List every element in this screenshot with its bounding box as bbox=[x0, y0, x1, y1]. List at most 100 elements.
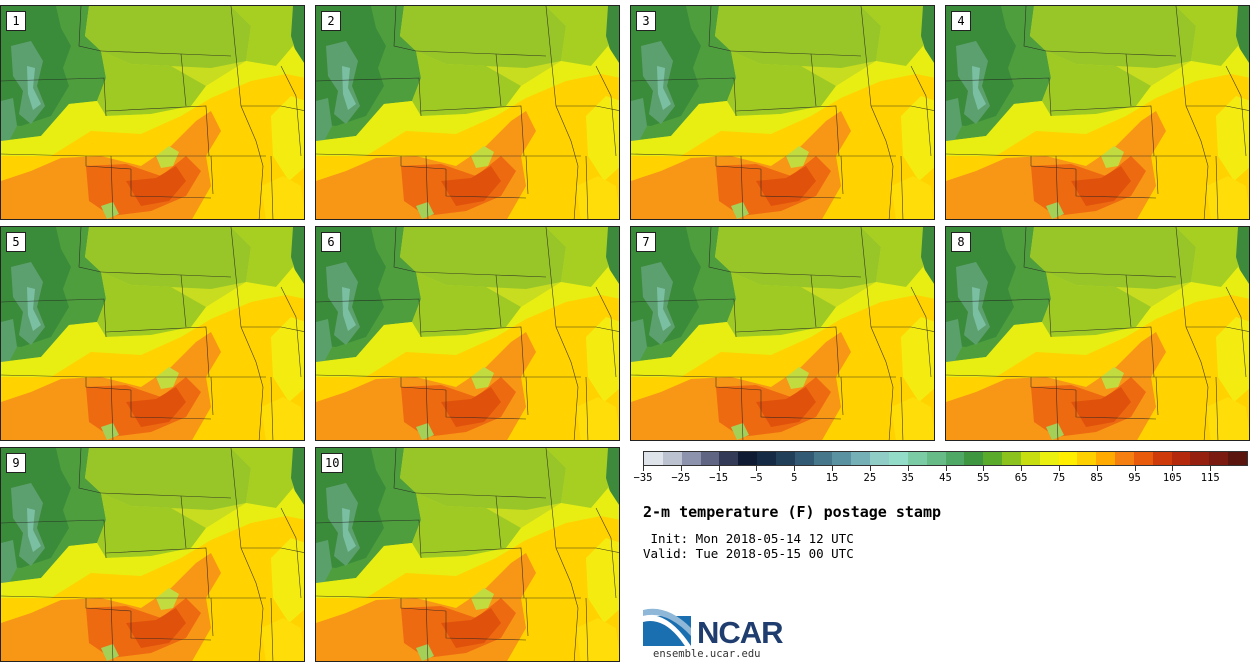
colorbar-swatch bbox=[1058, 452, 1078, 465]
colorbar-swatch bbox=[851, 452, 871, 465]
colorbar-tick-label: 45 bbox=[939, 472, 952, 484]
member-number-label: 3 bbox=[636, 11, 656, 31]
init-time-text: Init: Mon 2018-05-14 12 UTC bbox=[643, 531, 854, 546]
ensemble-member-map-9: 9 bbox=[0, 447, 305, 662]
temperature-map-9 bbox=[1, 448, 305, 662]
colorbar-swatch bbox=[907, 452, 927, 465]
member-number-label: 8 bbox=[951, 232, 971, 252]
ncar-logo-icon bbox=[643, 608, 691, 646]
ensemble-member-map-1: 1 bbox=[0, 5, 305, 220]
ensemble-member-map-8: 8 bbox=[945, 226, 1250, 441]
colorbar-tick bbox=[718, 466, 720, 471]
temperature-map-5 bbox=[1, 227, 305, 441]
colorbar-swatch bbox=[1002, 452, 1021, 465]
colorbar-tick bbox=[945, 466, 947, 471]
website-text: ensemble.ucar.edu bbox=[653, 648, 761, 660]
colorbar-tick-label: 95 bbox=[1128, 472, 1141, 484]
ensemble-member-map-2: 2 bbox=[315, 5, 620, 220]
ensemble-member-map-6: 6 bbox=[315, 226, 620, 441]
colorbar-swatch bbox=[794, 452, 814, 465]
ensemble-member-map-4: 4 bbox=[945, 5, 1250, 220]
colorbar-tick bbox=[643, 466, 644, 471]
chart-title: 2-m temperature (F) postage stamp bbox=[643, 503, 942, 521]
colorbar-swatch bbox=[1228, 452, 1247, 465]
colorbar-tick-label: −5 bbox=[750, 472, 763, 484]
colorbar-swatch bbox=[888, 452, 908, 465]
temperature-colorbar bbox=[643, 451, 1248, 466]
colorbar-tick-label: 75 bbox=[1052, 472, 1066, 484]
colorbar-tick bbox=[1172, 466, 1174, 471]
colorbar-swatch bbox=[775, 452, 795, 465]
temperature-map-7 bbox=[631, 227, 935, 441]
colorbar-tick-label: 55 bbox=[976, 472, 990, 484]
member-number-label: 9 bbox=[6, 453, 26, 473]
colorbar-swatch bbox=[926, 452, 946, 465]
colorbar-swatch bbox=[1133, 452, 1153, 465]
colorbar-swatch bbox=[1077, 452, 1097, 465]
temperature-map-10 bbox=[316, 448, 620, 662]
member-number-label: 6 bbox=[321, 232, 341, 252]
temperature-map-1 bbox=[1, 6, 305, 220]
colorbar-swatch bbox=[1171, 452, 1191, 465]
colorbar-tick bbox=[794, 466, 796, 471]
colorbar-swatch bbox=[700, 452, 720, 465]
colorbar-swatch bbox=[870, 452, 889, 465]
temperature-map-4 bbox=[946, 6, 1250, 220]
colorbar-tick-label: −25 bbox=[671, 472, 691, 484]
member-number-label: 2 bbox=[321, 11, 341, 31]
member-number-label: 5 bbox=[6, 232, 26, 252]
colorbar-tick-label: 35 bbox=[901, 472, 915, 484]
colorbar-swatch bbox=[719, 452, 739, 465]
colorbar-tick-label: 65 bbox=[1014, 472, 1028, 484]
ncar-logo-text: NCAR bbox=[697, 615, 784, 650]
colorbar-swatch bbox=[1096, 452, 1116, 465]
member-number-label: 7 bbox=[636, 232, 656, 252]
colorbar-tick bbox=[1021, 466, 1023, 471]
colorbar-tick-label: 25 bbox=[863, 472, 877, 484]
colorbar-swatch bbox=[945, 452, 965, 465]
colorbar-swatch bbox=[738, 452, 758, 465]
colorbar-tick bbox=[832, 466, 834, 471]
colorbar-swatch bbox=[983, 452, 1003, 465]
colorbar-tick bbox=[983, 466, 985, 471]
colorbar-tick bbox=[907, 466, 909, 471]
temperature-map-6 bbox=[316, 227, 620, 441]
colorbar-swatch bbox=[832, 452, 852, 465]
colorbar-swatch bbox=[757, 452, 776, 465]
member-number-label: 4 bbox=[951, 11, 971, 31]
member-number-label: 10 bbox=[321, 453, 344, 473]
colorbar-tick-labels: −35 −25 −15 −5 5 15 25 35 45 55 65 75 85 95 105 115 bbox=[634, 466, 1248, 484]
temperature-map-8 bbox=[946, 227, 1250, 441]
temperature-map-2 bbox=[316, 6, 620, 220]
colorbar-tick bbox=[1096, 466, 1098, 471]
colorbar-tick-label: −35 bbox=[633, 472, 653, 484]
colorbar-tick bbox=[680, 466, 682, 471]
colorbar-swatch bbox=[1209, 452, 1229, 465]
colorbar-swatch bbox=[813, 452, 833, 465]
member-number-label: 1 bbox=[6, 11, 26, 31]
colorbar-swatch bbox=[1190, 452, 1210, 465]
valid-time-text: Valid: Tue 2018-05-15 00 UTC bbox=[643, 546, 854, 561]
colorbar-tick-label: 115 bbox=[1200, 472, 1220, 484]
colorbar-tick bbox=[1058, 466, 1060, 471]
colorbar-tick-label: −15 bbox=[709, 472, 729, 484]
ensemble-member-map-7: 7 bbox=[630, 226, 935, 441]
ensemble-member-map-5: 5 bbox=[0, 226, 305, 441]
colorbar-tick-label: 5 bbox=[791, 472, 798, 484]
colorbar-swatch bbox=[644, 452, 663, 465]
colorbar-swatch bbox=[1115, 452, 1134, 465]
colorbar-tick bbox=[869, 466, 871, 471]
colorbar-tick bbox=[1210, 466, 1212, 471]
colorbar-tick-label: 105 bbox=[1162, 472, 1182, 484]
colorbar-swatch bbox=[1152, 452, 1172, 465]
colorbar-swatch bbox=[964, 452, 984, 465]
colorbar-swatch bbox=[1020, 452, 1040, 465]
colorbar-swatch bbox=[662, 452, 682, 465]
ensemble-member-map-3: 3 bbox=[630, 5, 935, 220]
colorbar-tick bbox=[1134, 466, 1136, 471]
colorbar-swatch bbox=[681, 452, 701, 465]
colorbar-tick-label: 85 bbox=[1090, 472, 1104, 484]
colorbar-tick-label: 15 bbox=[825, 472, 839, 484]
colorbar-tick bbox=[756, 466, 758, 471]
ensemble-member-map-10: 10 bbox=[315, 447, 620, 662]
